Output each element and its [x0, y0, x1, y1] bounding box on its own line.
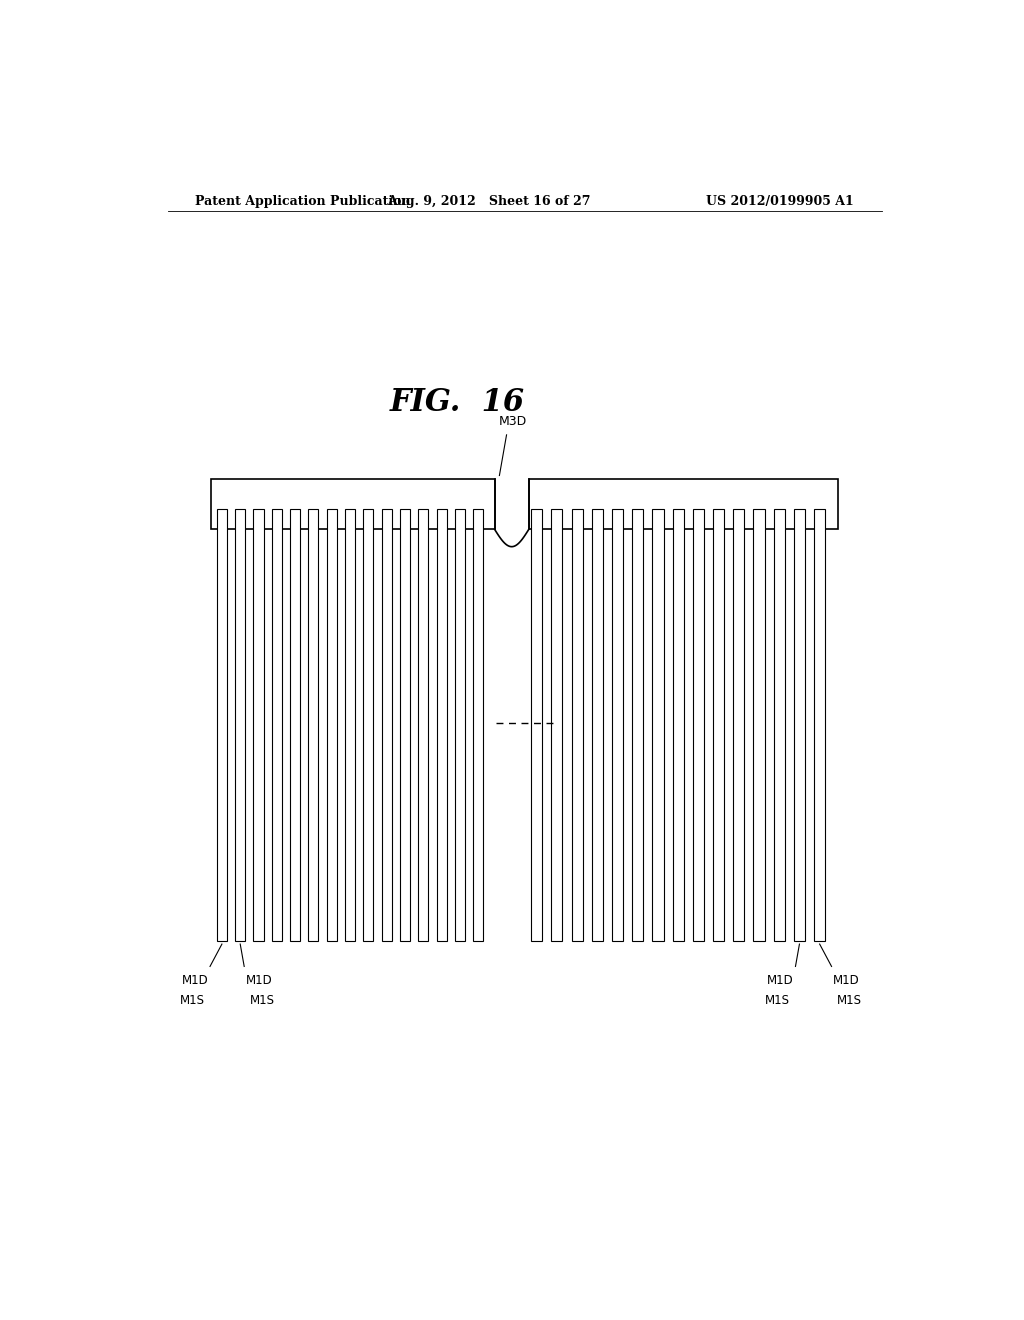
Bar	[531, 510, 543, 941]
Text: M1D: M1D	[246, 974, 272, 986]
Bar	[254, 510, 263, 941]
Text: M1S: M1S	[765, 994, 790, 1007]
Bar	[271, 510, 282, 941]
Bar	[774, 510, 784, 941]
Text: Patent Application Publication: Patent Application Publication	[196, 194, 411, 207]
Bar	[364, 510, 374, 941]
Bar	[211, 479, 495, 529]
Bar	[236, 510, 246, 941]
Bar	[436, 510, 446, 941]
Bar	[327, 510, 337, 941]
Text: FIG.  16: FIG. 16	[390, 387, 525, 418]
Bar	[418, 510, 428, 941]
Bar	[673, 510, 684, 941]
Bar	[592, 510, 603, 941]
Bar	[345, 510, 355, 941]
Bar	[754, 510, 765, 941]
Text: US 2012/0199905 A1: US 2012/0199905 A1	[707, 194, 854, 207]
Text: M1D: M1D	[181, 974, 209, 986]
Bar	[217, 510, 227, 941]
Bar	[400, 510, 410, 941]
Text: M1S: M1S	[179, 994, 205, 1007]
Bar	[632, 510, 643, 941]
Text: M1D: M1D	[834, 974, 860, 986]
Bar	[693, 510, 703, 941]
Bar	[733, 510, 744, 941]
Text: M1D: M1D	[767, 974, 794, 986]
Bar	[713, 510, 724, 941]
Bar	[814, 510, 825, 941]
Bar	[528, 479, 839, 529]
Bar	[473, 510, 483, 941]
Text: Aug. 9, 2012   Sheet 16 of 27: Aug. 9, 2012 Sheet 16 of 27	[387, 194, 591, 207]
Bar	[652, 510, 664, 941]
Text: M1S: M1S	[837, 994, 862, 1007]
Bar	[455, 510, 465, 941]
Text: M3D: M3D	[499, 414, 527, 428]
Bar	[571, 510, 583, 941]
Bar	[612, 510, 624, 941]
Bar	[290, 510, 300, 941]
Bar	[308, 510, 318, 941]
Bar	[794, 510, 805, 941]
Bar	[382, 510, 392, 941]
Bar	[551, 510, 562, 941]
Text: M1S: M1S	[250, 994, 274, 1007]
